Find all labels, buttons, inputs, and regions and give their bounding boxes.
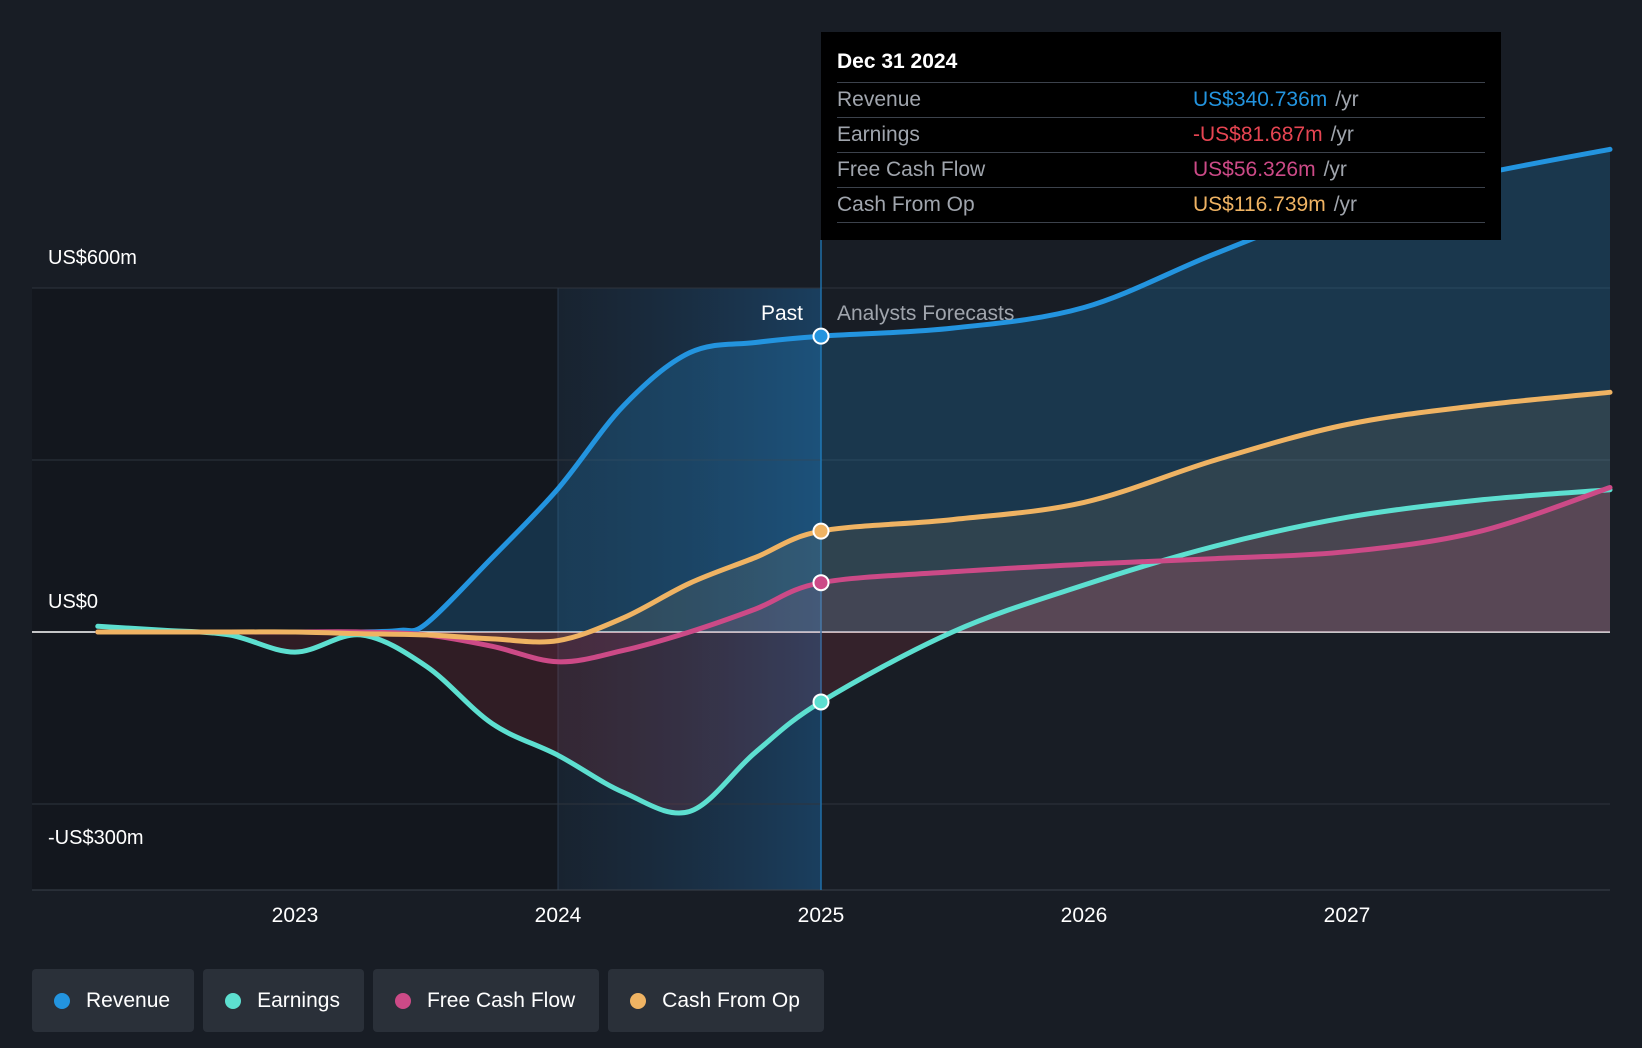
tooltip-label: Free Cash Flow	[837, 158, 986, 181]
x-tick-label: 2024	[535, 904, 582, 927]
tooltip-label: Revenue	[837, 88, 922, 111]
x-tick-label: 2027	[1324, 904, 1371, 927]
legend-dot-icon	[630, 992, 647, 1009]
area-cash-from-op	[97, 392, 1610, 642]
x-tick-label: 2026	[1061, 904, 1108, 927]
data-point-free-cash-flow	[812, 574, 830, 592]
tooltip-value: US$56.326m	[1193, 158, 1316, 181]
legend-label: Cash From Op	[662, 988, 800, 1012]
legend-label: Earnings	[257, 988, 340, 1012]
series-line-earnings	[95, 487, 1613, 816]
tooltip: Dec 31 2024 Revenue US$340.736m /yr Earn…	[821, 32, 1501, 240]
legend-dot-icon	[394, 992, 411, 1009]
legend-item-free-cash-flow[interactable]: Free Cash Flow	[372, 969, 600, 1032]
legend-item-revenue[interactable]: Revenue	[32, 969, 195, 1032]
y-axis-label: US$600m	[48, 247, 137, 269]
legend-label: Free Cash Flow	[426, 988, 576, 1012]
area-earnings	[97, 489, 1610, 814]
history-shade	[32, 288, 558, 890]
area-revenue	[97, 149, 1610, 633]
legend-dot-icon	[225, 992, 242, 1009]
forecast-label: Analysts Forecasts	[837, 302, 1014, 325]
legend-label: Revenue	[86, 988, 171, 1012]
tooltip-row-free-cash-flow: Free Cash Flow US$56.326m /yr	[837, 153, 1485, 188]
y-axis-label: -US$300m	[48, 827, 144, 849]
data-point-cash-from-op	[812, 522, 830, 540]
legend: Revenue Earnings Free Cash Flow Cash Fro…	[32, 969, 824, 1032]
tooltip-unit: /yr	[1333, 193, 1358, 216]
tooltip-row-earnings: Earnings -US$81.687m /yr	[837, 118, 1485, 153]
data-point-revenue	[812, 327, 830, 345]
past-label: Past	[761, 302, 803, 325]
x-tick-label: 2025	[798, 904, 845, 927]
legend-item-cash-from-op[interactable]: Cash From Op	[608, 969, 824, 1032]
tooltip-label: Earnings	[837, 123, 920, 146]
tooltip-row-revenue: Revenue US$340.736m /yr	[837, 83, 1485, 118]
tooltip-value: -US$81.687m	[1193, 123, 1323, 146]
tooltip-row-cash-from-op: Cash From Op US$116.739m /yr	[837, 188, 1485, 223]
tooltip-label: Cash From Op	[837, 193, 975, 216]
x-tick-label: 2023	[272, 904, 319, 927]
tooltip-value: US$116.739m	[1193, 193, 1326, 216]
tooltip-value: US$340.736m	[1193, 88, 1328, 111]
past-region	[558, 288, 821, 890]
tooltip-unit: /yr	[1330, 123, 1354, 146]
tooltip-date: Dec 31 2024	[837, 46, 1485, 83]
series-line-cash-from-op	[95, 389, 1613, 645]
tooltip-unit: /yr	[1323, 158, 1347, 181]
data-point-earnings	[812, 693, 830, 711]
legend-item-earnings[interactable]: Earnings	[203, 969, 364, 1032]
legend-dot-icon	[54, 992, 70, 1009]
area-free-cash-flow	[97, 487, 1610, 662]
tooltip-unit: /yr	[1335, 88, 1359, 111]
y-axis-label: US$0	[48, 591, 98, 613]
